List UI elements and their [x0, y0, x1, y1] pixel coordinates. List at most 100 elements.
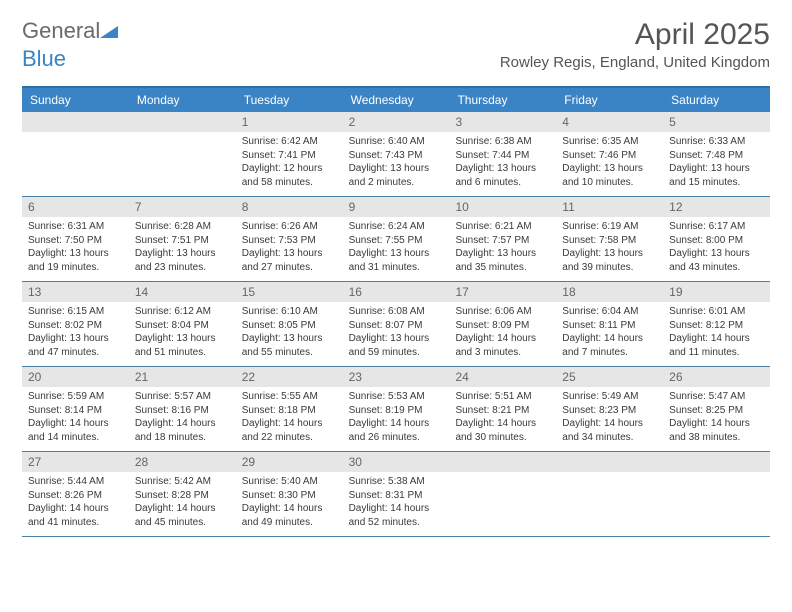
sunrise-text: Sunrise: 6:08 AM — [349, 305, 444, 319]
daylight-text: Daylight: 14 hours and 18 minutes. — [135, 417, 230, 444]
sunrise-text: Sunrise: 5:44 AM — [28, 475, 123, 489]
sunrise-text: Sunrise: 5:53 AM — [349, 390, 444, 404]
sunset-text: Sunset: 8:28 PM — [135, 489, 230, 503]
day-body: Sunrise: 6:15 AMSunset: 8:02 PMDaylight:… — [22, 302, 129, 364]
calendar-cell: 16Sunrise: 6:08 AMSunset: 8:07 PMDayligh… — [343, 282, 450, 366]
sunset-text: Sunset: 8:02 PM — [28, 319, 123, 333]
sunset-text: Sunset: 8:09 PM — [455, 319, 550, 333]
day-number: 24 — [449, 367, 556, 387]
logo-triangle-icon — [100, 20, 120, 46]
day-body — [449, 472, 556, 528]
day-body: Sunrise: 6:33 AMSunset: 7:48 PMDaylight:… — [663, 132, 770, 194]
day-number: 11 — [556, 197, 663, 217]
week-row: 1Sunrise: 6:42 AMSunset: 7:41 PMDaylight… — [22, 112, 770, 197]
calendar-cell: 22Sunrise: 5:55 AMSunset: 8:18 PMDayligh… — [236, 367, 343, 451]
calendar-cell: 24Sunrise: 5:51 AMSunset: 8:21 PMDayligh… — [449, 367, 556, 451]
day-number: 29 — [236, 452, 343, 472]
day-body: Sunrise: 5:44 AMSunset: 8:26 PMDaylight:… — [22, 472, 129, 534]
day-number: 13 — [22, 282, 129, 302]
daylight-text: Daylight: 14 hours and 30 minutes. — [455, 417, 550, 444]
daylight-text: Daylight: 13 hours and 47 minutes. — [28, 332, 123, 359]
weeks-container: 1Sunrise: 6:42 AMSunset: 7:41 PMDaylight… — [22, 112, 770, 537]
sunset-text: Sunset: 7:50 PM — [28, 234, 123, 248]
day-body: Sunrise: 5:40 AMSunset: 8:30 PMDaylight:… — [236, 472, 343, 534]
sunrise-text: Sunrise: 6:28 AM — [135, 220, 230, 234]
daylight-text: Daylight: 13 hours and 15 minutes. — [669, 162, 764, 189]
day-number: 1 — [236, 112, 343, 132]
daylight-text: Daylight: 14 hours and 26 minutes. — [349, 417, 444, 444]
daylight-text: Daylight: 13 hours and 10 minutes. — [562, 162, 657, 189]
day-body: Sunrise: 6:12 AMSunset: 8:04 PMDaylight:… — [129, 302, 236, 364]
week-row: 20Sunrise: 5:59 AMSunset: 8:14 PMDayligh… — [22, 367, 770, 452]
daylight-text: Daylight: 13 hours and 19 minutes. — [28, 247, 123, 274]
sunrise-text: Sunrise: 5:47 AM — [669, 390, 764, 404]
sunrise-text: Sunrise: 5:59 AM — [28, 390, 123, 404]
day-number: 21 — [129, 367, 236, 387]
day-body: Sunrise: 5:47 AMSunset: 8:25 PMDaylight:… — [663, 387, 770, 449]
sunrise-text: Sunrise: 6:04 AM — [562, 305, 657, 319]
sunset-text: Sunset: 8:07 PM — [349, 319, 444, 333]
calendar-cell — [22, 112, 129, 196]
day-number — [663, 452, 770, 472]
sunrise-text: Sunrise: 6:31 AM — [28, 220, 123, 234]
sunset-text: Sunset: 8:05 PM — [242, 319, 337, 333]
day-number: 10 — [449, 197, 556, 217]
sunset-text: Sunset: 8:23 PM — [562, 404, 657, 418]
day-number — [22, 112, 129, 132]
sunrise-text: Sunrise: 6:17 AM — [669, 220, 764, 234]
sunrise-text: Sunrise: 5:49 AM — [562, 390, 657, 404]
sunset-text: Sunset: 7:43 PM — [349, 149, 444, 163]
sunrise-text: Sunrise: 6:35 AM — [562, 135, 657, 149]
sunset-text: Sunset: 8:25 PM — [669, 404, 764, 418]
daylight-text: Daylight: 14 hours and 45 minutes. — [135, 502, 230, 529]
day-number: 15 — [236, 282, 343, 302]
day-body: Sunrise: 5:38 AMSunset: 8:31 PMDaylight:… — [343, 472, 450, 534]
day-body: Sunrise: 6:26 AMSunset: 7:53 PMDaylight:… — [236, 217, 343, 279]
day-of-week-header: Tuesday — [236, 88, 343, 112]
day-body: Sunrise: 5:57 AMSunset: 8:16 PMDaylight:… — [129, 387, 236, 449]
sunset-text: Sunset: 8:30 PM — [242, 489, 337, 503]
day-of-week-row: SundayMondayTuesdayWednesdayThursdayFrid… — [22, 88, 770, 112]
sunset-text: Sunset: 7:51 PM — [135, 234, 230, 248]
sunset-text: Sunset: 8:16 PM — [135, 404, 230, 418]
calendar-cell: 21Sunrise: 5:57 AMSunset: 8:16 PMDayligh… — [129, 367, 236, 451]
sunset-text: Sunset: 8:21 PM — [455, 404, 550, 418]
sunset-text: Sunset: 7:57 PM — [455, 234, 550, 248]
day-number: 30 — [343, 452, 450, 472]
logo: General Blue — [22, 18, 120, 72]
sunset-text: Sunset: 8:12 PM — [669, 319, 764, 333]
calendar-cell — [129, 112, 236, 196]
day-number: 26 — [663, 367, 770, 387]
sunset-text: Sunset: 8:14 PM — [28, 404, 123, 418]
header: General Blue April 2025 Rowley Regis, En… — [22, 18, 770, 72]
day-number: 7 — [129, 197, 236, 217]
day-body: Sunrise: 6:17 AMSunset: 8:00 PMDaylight:… — [663, 217, 770, 279]
day-body: Sunrise: 6:04 AMSunset: 8:11 PMDaylight:… — [556, 302, 663, 364]
calendar: SundayMondayTuesdayWednesdayThursdayFrid… — [22, 86, 770, 537]
calendar-cell: 27Sunrise: 5:44 AMSunset: 8:26 PMDayligh… — [22, 452, 129, 536]
daylight-text: Daylight: 13 hours and 43 minutes. — [669, 247, 764, 274]
day-number: 19 — [663, 282, 770, 302]
calendar-cell: 13Sunrise: 6:15 AMSunset: 8:02 PMDayligh… — [22, 282, 129, 366]
calendar-cell: 14Sunrise: 6:12 AMSunset: 8:04 PMDayligh… — [129, 282, 236, 366]
day-number — [129, 112, 236, 132]
daylight-text: Daylight: 14 hours and 22 minutes. — [242, 417, 337, 444]
day-body — [556, 472, 663, 528]
sunrise-text: Sunrise: 6:38 AM — [455, 135, 550, 149]
day-number: 12 — [663, 197, 770, 217]
daylight-text: Daylight: 14 hours and 14 minutes. — [28, 417, 123, 444]
day-body: Sunrise: 6:21 AMSunset: 7:57 PMDaylight:… — [449, 217, 556, 279]
sunrise-text: Sunrise: 6:26 AM — [242, 220, 337, 234]
daylight-text: Daylight: 13 hours and 27 minutes. — [242, 247, 337, 274]
calendar-cell — [556, 452, 663, 536]
calendar-cell: 25Sunrise: 5:49 AMSunset: 8:23 PMDayligh… — [556, 367, 663, 451]
calendar-cell — [449, 452, 556, 536]
day-body: Sunrise: 6:42 AMSunset: 7:41 PMDaylight:… — [236, 132, 343, 194]
day-number: 17 — [449, 282, 556, 302]
month-title: April 2025 — [500, 18, 770, 52]
title-block: April 2025 Rowley Regis, England, United… — [500, 18, 770, 71]
day-of-week-header: Wednesday — [343, 88, 450, 112]
calendar-cell: 1Sunrise: 6:42 AMSunset: 7:41 PMDaylight… — [236, 112, 343, 196]
day-body — [663, 472, 770, 528]
day-of-week-header: Saturday — [663, 88, 770, 112]
